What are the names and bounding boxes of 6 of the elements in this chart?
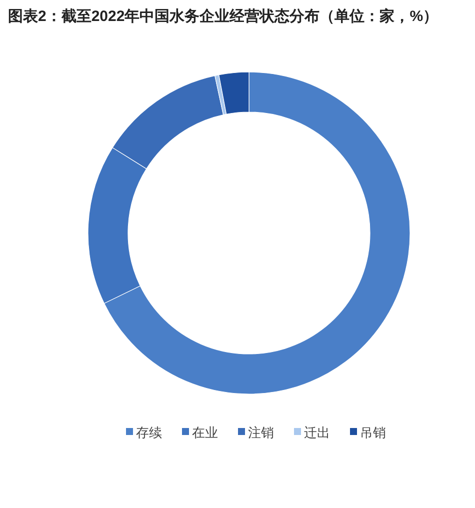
title: 图表2：截至2022年中国水务企业经营状态分布（单位：家，%） [8,7,440,27]
legend-label: 吊销 [360,425,386,440]
legend-label: 迁出 [304,425,330,440]
legend-label: 注销 [248,425,274,440]
legend-label: 存续 [136,425,162,440]
legend-label: 在业 [192,425,218,440]
